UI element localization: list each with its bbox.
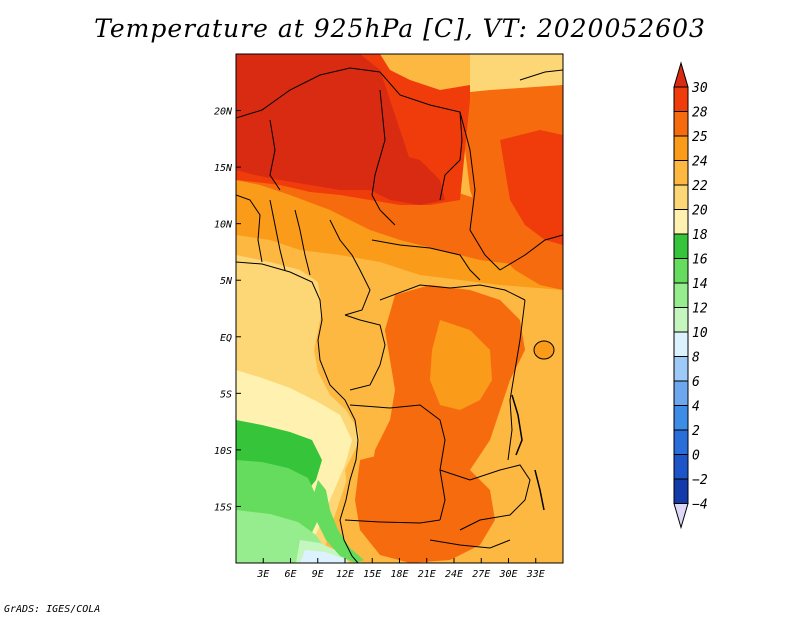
border-botswana [429,539,511,549]
colorbar-swatch [673,478,689,504]
lake-malawi [534,469,545,511]
north-22-24-region [380,54,470,90]
border-congo [344,314,386,391]
colorbar-swatch [673,135,689,161]
south-25-28-region [355,450,495,563]
x-tick-label: 9E [312,569,324,580]
colorbar-label: 24 [692,155,708,170]
northeast-20-22-region [470,54,563,92]
border-west-2 [269,199,286,271]
country-borders [236,67,563,563]
x-tick-label: 12E [336,569,354,580]
lake-tanganyika [511,394,523,456]
colorbar-label: 0 [692,449,700,464]
x-tick-label: 33E [526,569,545,580]
colorbar-label: 30 [691,81,708,96]
east-28-30-region [500,130,563,245]
lake-victoria [533,340,555,360]
border-cameroon [329,219,371,316]
temperature-field [236,54,563,563]
map-title: Temperature at 925hPa [C], VT: 202005260… [94,14,706,43]
border-niger [269,119,281,191]
colorbar-label: 6 [692,375,700,390]
colorbar-swatch [673,160,689,186]
x-tick-label: 18E [390,569,408,580]
y-tick-label: 20N [214,107,233,118]
y-tick-label: 15S [214,502,232,513]
y-tick-label: 10S [214,446,232,457]
colorbar-label: −4 [692,498,708,513]
colorbar-swatch [673,454,689,480]
sahara-above30-region [236,54,420,195]
x-tick-label: 27E [472,569,490,580]
y-tick-label: EQ [220,333,232,344]
border-drc-east [507,299,526,461]
colorbar-swatch [673,184,689,210]
colorbar-label: 10 [692,326,708,341]
x-tick-label: 24E [445,569,463,580]
colorbar-swatch [673,429,689,455]
colorbar-label: 14 [692,277,708,292]
y-tick-label: 15N [214,163,233,174]
basin-24-25-region [430,320,492,410]
x-tick-label: 21E [418,569,436,580]
colorbar-swatch [673,258,689,284]
x-tick-label: 6E [284,569,296,580]
x-tick-label: 3E [256,569,269,580]
colorbar-label: 2 [692,424,700,439]
y-tick-label: 5S [220,389,232,400]
border-east [499,234,563,271]
colorbar-label: −2 [692,473,708,488]
axis-ticks: 3E 6E 9E 12E 15E 18E 21E 24E 27E 30E 33E 20N 15N 10N 5… [214,107,545,580]
colorbar-swatch [673,111,689,137]
colorbar-swatch [673,331,689,357]
ocean-8-10-region [300,550,348,563]
y-tick-label: 5N [220,276,233,287]
border-zambia [439,464,531,531]
colorbar-label: 4 [692,400,700,415]
colorbar-label: 16 [692,253,708,268]
coastline-west [236,261,359,563]
colorbar-swatch [673,233,689,259]
border-car [371,239,481,281]
sahara-above30-east [370,150,445,205]
y-tick-label: 10N [214,220,233,231]
colorbar-label: 8 [692,351,700,366]
grads-credit: GrADS: IGES/COLA [4,604,101,615]
colorbar-swatch [673,86,689,112]
colorbar-bottom-arrow [673,503,689,530]
colorbar-swatch [673,356,689,382]
border-east-2 [519,69,563,81]
colorbar-swatch [673,380,689,406]
border-namibia [344,519,441,524]
colorbar-swatch [673,209,689,235]
border-west-3 [294,209,311,276]
border-angola [349,404,446,521]
colorbar-label: 22 [692,179,708,194]
border-west-1 [236,194,263,263]
border-sahara-2 [379,71,463,201]
x-tick-label: 15E [363,569,381,580]
border-sudan [459,111,501,271]
colorbar-top-arrow [673,61,689,88]
colorbar-label: 18 [692,228,708,243]
colorbar-label: 12 [692,302,708,317]
border-chad [371,89,396,226]
border-sahara-1 [236,67,381,119]
colorbar-swatch [673,405,689,431]
colorbar-label: 28 [692,106,708,121]
coast-green-region [312,480,364,563]
colorbar-swatch [673,307,689,333]
colorbar-swatch [673,282,689,308]
colorbar-label: 20 [692,204,708,219]
colorbar-label: 25 [692,130,708,145]
border-drc-north [379,284,526,301]
x-tick-label: 30E [498,569,517,580]
